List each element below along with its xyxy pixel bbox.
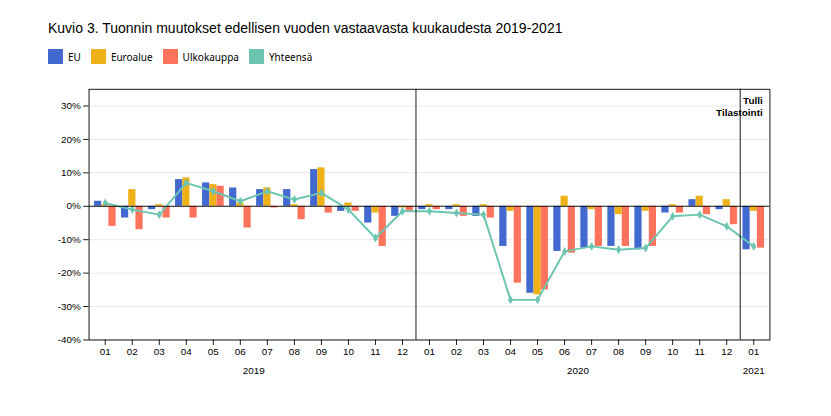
svg-text:01: 01 [424,346,436,357]
svg-text:-10%: -10% [58,234,81,245]
svg-text:-30%: -30% [58,301,81,312]
svg-text:08: 08 [289,346,301,357]
svg-text:11: 11 [370,346,381,357]
svg-text:05: 05 [532,346,544,357]
svg-text:03: 03 [154,346,166,357]
svg-text:05: 05 [208,346,220,357]
svg-text:10: 10 [343,346,355,357]
svg-text:01: 01 [100,346,112,357]
html-text:Yhteensä: Yhteensä [268,49,313,64]
svg-text:2021: 2021 [743,365,766,376]
svg-text:03: 03 [478,346,490,357]
svg-text:04: 04 [181,346,193,357]
svg-text:2020: 2020 [567,365,590,376]
html-text:Ulkokauppa: Ulkokauppa [182,49,239,64]
svg-text:02: 02 [127,346,139,357]
svg-text:08: 08 [613,346,625,357]
svg-text:2019: 2019 [243,365,266,376]
svg-text:09: 09 [640,346,652,357]
svg-text:02: 02 [451,346,463,357]
svg-text:-40%: -40% [58,334,81,345]
svg-text:09: 09 [316,346,328,357]
svg-text:01: 01 [748,346,760,357]
svg-text:04: 04 [505,346,517,357]
svg-text:12: 12 [397,346,409,357]
html-text:Euroalue: Euroalue [110,49,153,64]
svg-text:11: 11 [695,346,706,357]
svg-text:30%: 30% [61,100,81,111]
svg-text:-20%: -20% [58,267,81,278]
svg-text:10%: 10% [61,167,81,178]
svg-text:12: 12 [721,346,733,357]
html-text:EU: EU [68,49,81,64]
svg-text:06: 06 [235,346,247,357]
svg-text:20%: 20% [61,134,81,145]
svg-text:10: 10 [667,346,679,357]
html-text:Kuvio 3. Tuonnin muutokset ede: Kuvio 3. Tuonnin muutokset edellisen vuo… [48,20,563,36]
svg-text:07: 07 [262,346,274,357]
svg-text:0%: 0% [67,200,82,211]
svg-text:Tulli: Tulli [743,95,763,106]
svg-text:06: 06 [559,346,571,357]
svg-text:07: 07 [586,346,598,357]
svg-text:Tilastointi: Tilastointi [716,107,763,118]
